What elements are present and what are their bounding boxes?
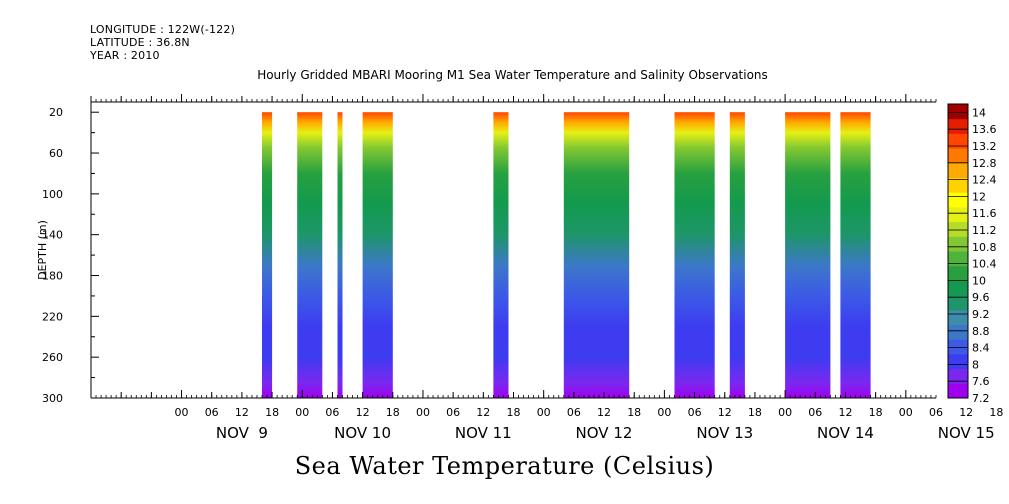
x-tick-label: 12 bbox=[839, 406, 853, 419]
colorbar-swatch bbox=[948, 353, 968, 370]
x-tick-label: 06 bbox=[446, 406, 460, 419]
data-segment-2 bbox=[337, 112, 343, 398]
longitude-label: LONGITUDE : 122W(-122) bbox=[90, 23, 236, 36]
day-label: NOV 15 bbox=[938, 424, 995, 442]
colorbar-swatch bbox=[948, 118, 968, 134]
colorbar-swatch bbox=[948, 221, 968, 237]
latitude-label: LATITUDE : 36.8N bbox=[90, 36, 190, 49]
x-tick-label: 18 bbox=[507, 406, 521, 419]
y-tick-label: 60 bbox=[49, 147, 63, 160]
day-label: NOV 10 bbox=[334, 424, 391, 442]
data-segment-1 bbox=[297, 112, 323, 398]
colorbar-label: 13.2 bbox=[972, 140, 997, 153]
x-tick-label: 06 bbox=[205, 406, 219, 419]
x-tick-label: 12 bbox=[959, 406, 973, 419]
x-tick-label: 18 bbox=[989, 406, 1003, 419]
colorbar-swatch bbox=[948, 133, 968, 149]
colorbar-swatch bbox=[948, 280, 968, 296]
colorbar-label: 14 bbox=[972, 106, 986, 119]
y-tick-label: 20 bbox=[49, 106, 63, 119]
x-tick-label: 12 bbox=[597, 406, 611, 419]
y-tick-label: 220 bbox=[42, 310, 63, 323]
colorbar-swatch bbox=[948, 177, 968, 193]
colorbar-label: 7.2 bbox=[972, 392, 990, 405]
y-axis-label: DEPTH (m) bbox=[36, 220, 49, 280]
x-tick-label: 18 bbox=[386, 406, 400, 419]
colorbar-swatch bbox=[948, 309, 968, 325]
data-segment-4 bbox=[493, 112, 509, 398]
colorbar-label: 12.8 bbox=[972, 157, 997, 170]
x-tick-label: 18 bbox=[748, 406, 762, 419]
colorbar-label: 9.2 bbox=[972, 308, 990, 321]
colorbar-swatch bbox=[948, 236, 968, 252]
y-tick-label: 300 bbox=[42, 392, 63, 405]
x-tick-label: 00 bbox=[657, 406, 671, 419]
day-label: NOV 12 bbox=[576, 424, 633, 442]
x-tick-label: 00 bbox=[899, 406, 913, 419]
colorbar-swatch bbox=[948, 162, 968, 178]
colorbar-swatch bbox=[948, 368, 968, 384]
colorbar-swatch bbox=[948, 295, 968, 311]
colorbar-label: 7.6 bbox=[972, 375, 990, 388]
x-tick-label: 12 bbox=[476, 406, 490, 419]
data-segment-5 bbox=[563, 112, 630, 398]
year-label: YEAR : 2010 bbox=[90, 49, 160, 62]
colorbar-label: 13.6 bbox=[972, 123, 997, 136]
colorbar-label: 10.4 bbox=[972, 258, 997, 271]
colorbar-swatch bbox=[948, 339, 968, 355]
day-label: NOV 11 bbox=[455, 424, 512, 442]
colorbar-label: 8 bbox=[972, 358, 979, 371]
y-tick-label: 180 bbox=[42, 270, 63, 283]
x-tick-label: 18 bbox=[265, 406, 279, 419]
y-tick-label: 100 bbox=[42, 188, 63, 201]
colorbar-label: 9.6 bbox=[972, 291, 990, 304]
x-tick-label: 18 bbox=[627, 406, 641, 419]
data-segment-3 bbox=[362, 112, 393, 398]
colorbar-swatch bbox=[948, 104, 968, 120]
colorbar-label: 11.2 bbox=[972, 224, 997, 237]
colorbar-swatch bbox=[948, 251, 968, 267]
colorbar-label: 8.8 bbox=[972, 325, 990, 338]
colorbar-label: 12 bbox=[972, 190, 986, 203]
colorbar-label: 11.6 bbox=[972, 207, 997, 220]
y-tick-label: 260 bbox=[42, 351, 63, 364]
x-tick-label: 12 bbox=[235, 406, 249, 419]
y-tick-label: 140 bbox=[42, 229, 63, 242]
colorbar-label: 10 bbox=[972, 274, 986, 287]
colorbar-swatch bbox=[948, 265, 968, 281]
x-tick-label: 00 bbox=[295, 406, 309, 419]
x-tick-label: 06 bbox=[688, 406, 702, 419]
data-segment-8 bbox=[785, 112, 831, 398]
x-tick-label: 00 bbox=[416, 406, 430, 419]
x-tick-label: 06 bbox=[808, 406, 822, 419]
colorbar-swatch bbox=[948, 324, 968, 340]
data-segment-7 bbox=[729, 112, 745, 398]
x-tick-label: 06 bbox=[929, 406, 943, 419]
data-segment-9 bbox=[840, 112, 871, 398]
chart-title: Hourly Gridded MBARI Mooring M1 Sea Wate… bbox=[257, 68, 768, 82]
x-tick-label: 18 bbox=[869, 406, 883, 419]
colorbar-swatch bbox=[948, 206, 968, 223]
day-label: NOV 14 bbox=[817, 424, 874, 442]
colorbar-swatch bbox=[948, 383, 968, 399]
x-tick-label: 12 bbox=[356, 406, 370, 419]
day-label: NOV 9 bbox=[216, 424, 268, 442]
day-label: NOV 13 bbox=[696, 424, 753, 442]
bottom-axis-label: Sea Water Temperature (Celsius) bbox=[294, 452, 715, 480]
x-tick-label: 00 bbox=[537, 406, 551, 419]
x-tick-label: 00 bbox=[778, 406, 792, 419]
colorbar-label: 8.4 bbox=[972, 342, 990, 355]
x-tick-label: 06 bbox=[325, 406, 339, 419]
x-tick-label: 06 bbox=[567, 406, 581, 419]
colorbar-swatch bbox=[948, 192, 968, 208]
colorbar-label: 12.4 bbox=[972, 174, 997, 187]
data-segment-0 bbox=[262, 112, 273, 398]
colorbar-label: 10.8 bbox=[972, 241, 997, 254]
x-tick-label: 12 bbox=[718, 406, 732, 419]
data-segment-6 bbox=[674, 112, 715, 398]
x-tick-label: 00 bbox=[175, 406, 189, 419]
colorbar-swatch bbox=[948, 148, 968, 164]
